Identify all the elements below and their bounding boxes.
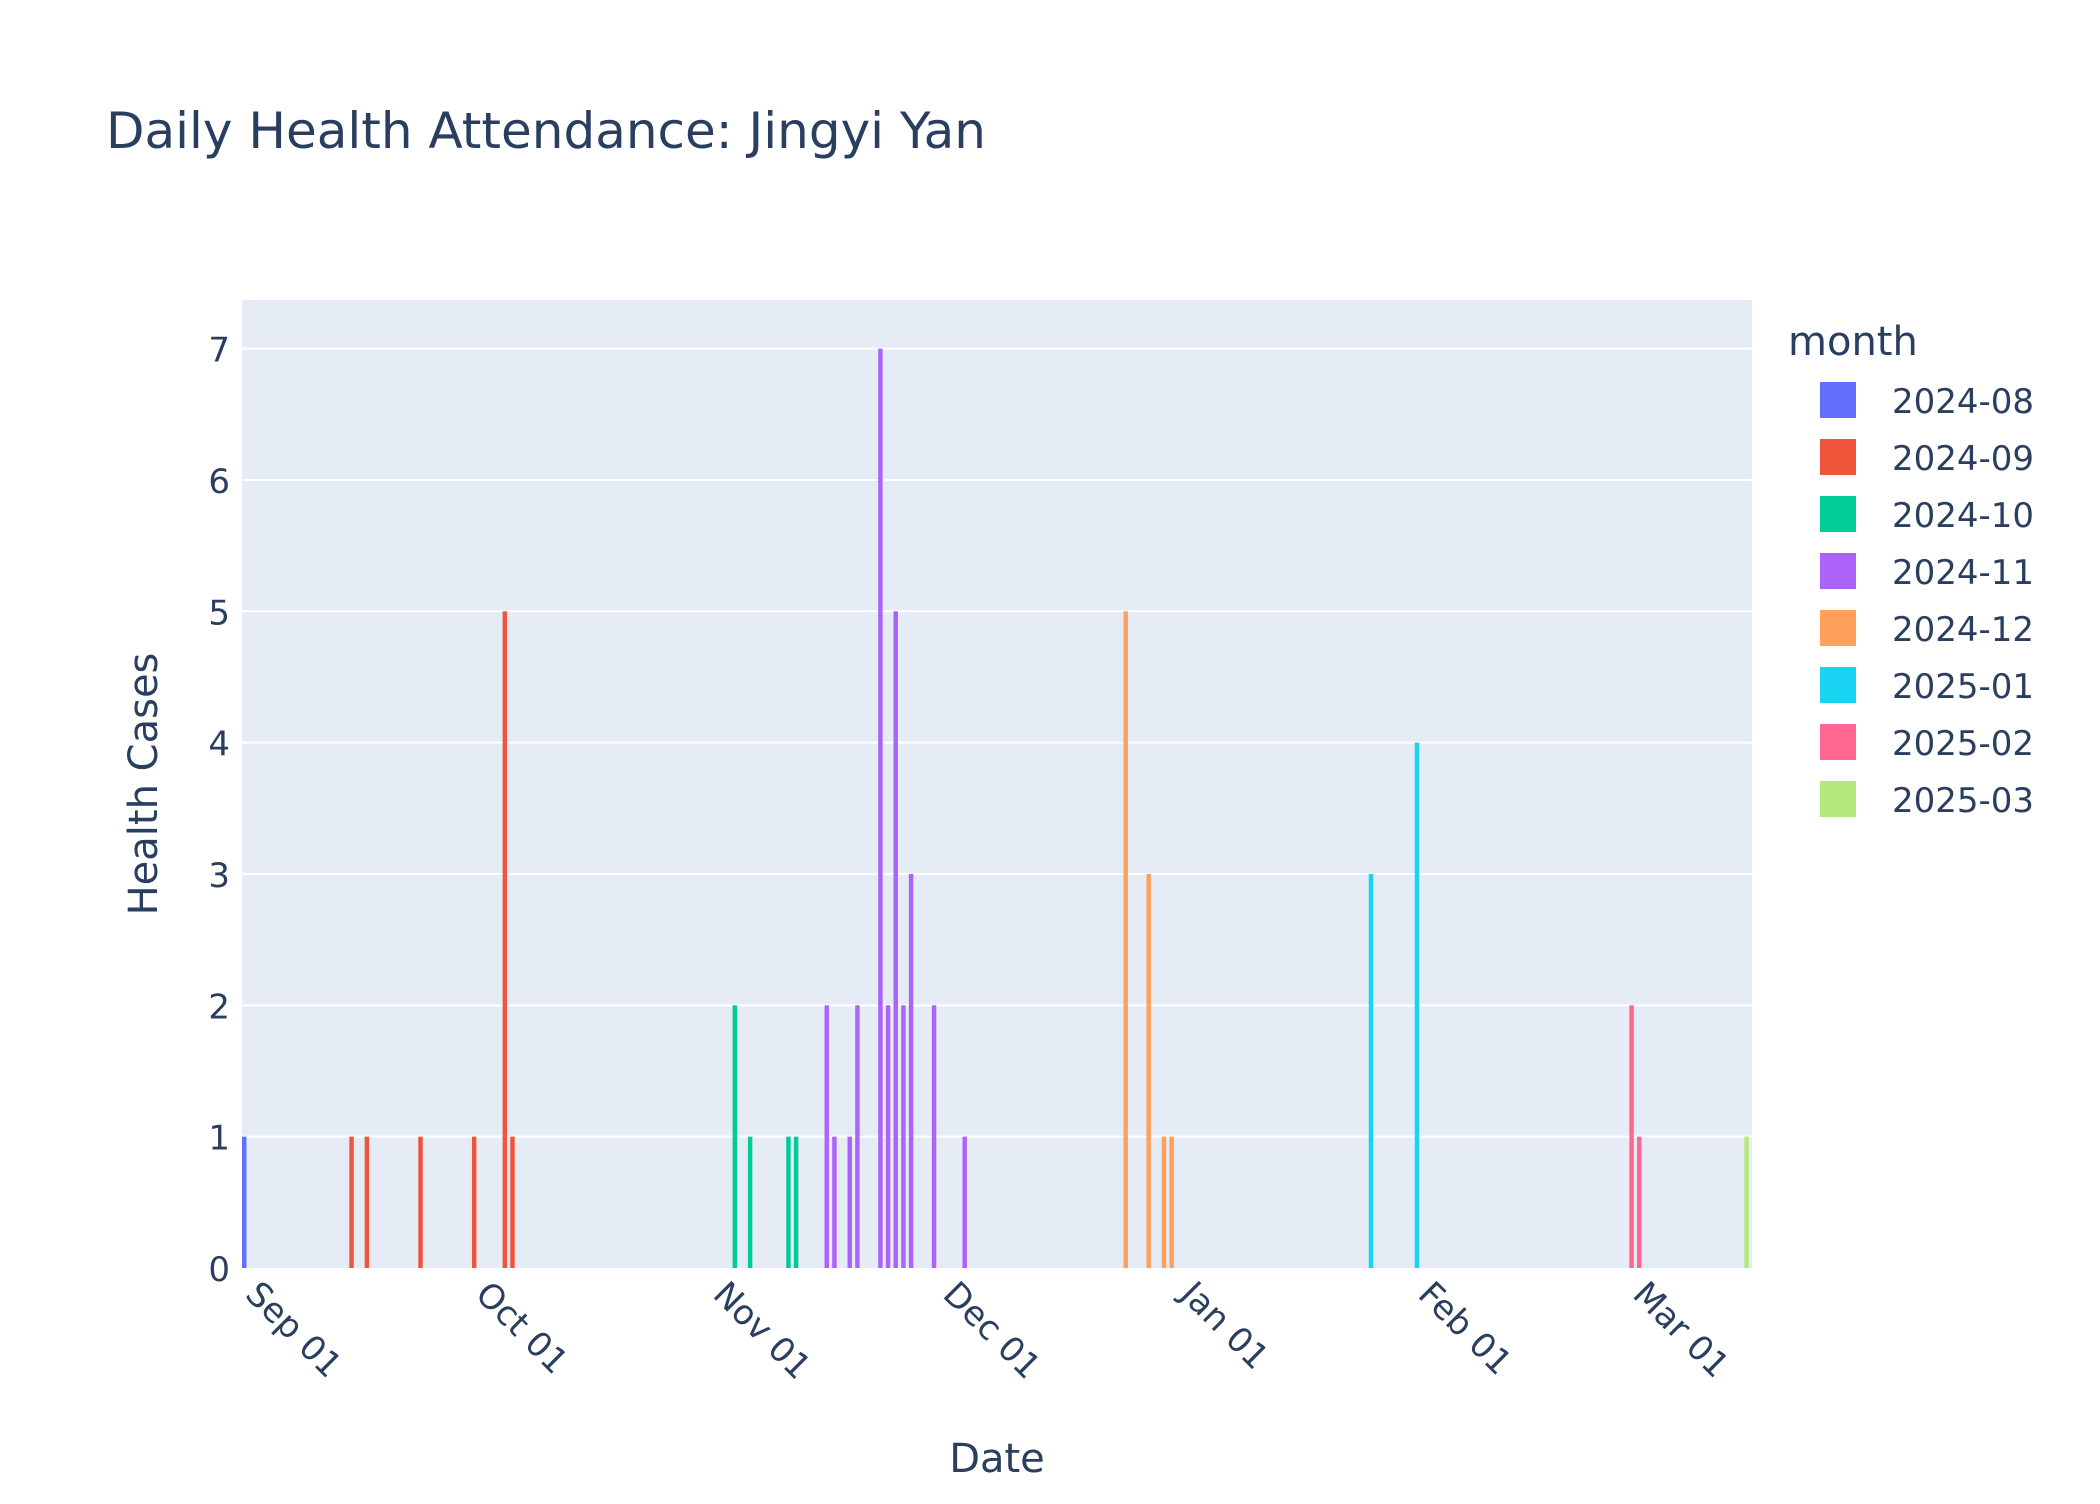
y-tick-label: 7	[208, 331, 230, 371]
legend-items: 2024-08 2024-09 2024-10 2024-11 2024-12 2025-…	[1820, 382, 2034, 821]
bar-2025-02-2025-03-01	[1637, 1136, 1642, 1268]
legend-swatch-2025-03[interactable]	[1820, 781, 1856, 817]
bar-2024-09-2024-10-05	[510, 1136, 515, 1268]
plot-area	[242, 300, 1752, 1268]
bar-2024-11-2024-11-15	[824, 1005, 829, 1268]
bar-2024-11-2024-11-23	[885, 1005, 891, 1268]
y-tick-label: 0	[208, 1250, 230, 1290]
bar-2024-08-2024-08-31	[242, 1136, 247, 1268]
x-tick-label: Dec 01	[935, 1274, 1048, 1387]
y-tick-labels: 0 1 2 3 4 5 6 7	[208, 331, 230, 1290]
bar-2024-11-2024-11-29	[931, 1005, 937, 1268]
y-tick-label: 2	[208, 987, 230, 1027]
x-axis-title: Date	[949, 1436, 1045, 1482]
bars	[242, 348, 1749, 1268]
x-tick-label: Nov 01	[705, 1274, 818, 1387]
y-tick-label: 1	[208, 1119, 230, 1159]
bar-2025-01-2025-01-31	[1414, 742, 1420, 1268]
bar-2024-11-2024-11-18	[847, 1136, 852, 1268]
legend-swatch-2025-01[interactable]	[1820, 667, 1856, 703]
bar-2024-09-2024-10-04	[502, 611, 508, 1268]
chart-title: Daily Health Attendance: Jingyi Yan	[106, 102, 986, 160]
bar-2024-12-2024-12-29	[1161, 1136, 1167, 1268]
bar-2024-11-2024-11-16	[832, 1136, 837, 1268]
bar-2024-12-2024-12-27	[1146, 873, 1151, 1268]
legend-title: month	[1788, 319, 1918, 365]
y-tick-label: 5	[208, 593, 230, 633]
bar-2024-11-2024-11-19	[855, 1005, 860, 1268]
legend-swatch-2024-12[interactable]	[1820, 610, 1856, 646]
bar-2025-03-2025-03-15	[1744, 1136, 1749, 1268]
bar-2024-11-2024-11-24	[893, 611, 898, 1268]
bar-2024-12-2024-12-30	[1169, 1136, 1174, 1268]
bar-2024-10-2024-11-11	[793, 1136, 799, 1268]
legend-swatch-2024-11[interactable]	[1820, 553, 1856, 589]
legend-label-2024-11[interactable]: 2024-11	[1892, 553, 2034, 593]
bar-2024-10-2024-11-10	[786, 1136, 791, 1268]
bar-2024-09-2024-09-23	[418, 1136, 423, 1268]
legend-swatch-2024-09[interactable]	[1820, 439, 1856, 475]
bar-2024-10-2024-11-03	[732, 1005, 738, 1268]
x-tick-label: Mar 01	[1625, 1274, 1737, 1386]
y-tick-label: 6	[208, 462, 230, 502]
legend-label-2024-09[interactable]: 2024-09	[1892, 439, 2034, 479]
bar-2024-09-2024-09-30	[471, 1136, 477, 1268]
gridlines	[242, 347, 1752, 1138]
bar-2024-12-2024-12-24	[1123, 611, 1128, 1268]
bar-2024-09-2024-09-14	[349, 1136, 354, 1268]
legend-swatch-2024-10[interactable]	[1820, 496, 1856, 532]
bar-2025-01-2025-01-25	[1368, 873, 1374, 1268]
bar-2024-11-2024-11-25	[901, 1005, 906, 1268]
legend-swatch-2025-02[interactable]	[1820, 724, 1856, 760]
legend: month 2024-08 2024-09 2024-10 2024-11 2024-1…	[1788, 319, 2034, 821]
legend-label-2024-10[interactable]: 2024-10	[1892, 496, 2034, 536]
bar-2024-09-2024-09-16	[364, 1136, 370, 1268]
bar-2024-11-2024-11-26	[908, 873, 914, 1268]
legend-swatch-2024-08[interactable]	[1820, 382, 1856, 418]
x-tick-labels: Sep 01 Oct 01 Nov 01 Dec 01 Jan 01 Feb 01 Mar …	[238, 1273, 1737, 1388]
legend-label-2024-08[interactable]: 2024-08	[1892, 382, 2034, 422]
y-tick-label: 4	[208, 725, 230, 765]
bar-2024-10-2024-11-05	[747, 1136, 753, 1268]
legend-label-2025-02[interactable]: 2025-02	[1892, 724, 2034, 764]
y-axis-title: Health Cases	[121, 653, 167, 916]
bar-2024-11-2024-12-03	[962, 1136, 967, 1268]
x-tick-label: Sep 01	[238, 1274, 350, 1386]
legend-label-2025-01[interactable]: 2025-01	[1892, 667, 2034, 707]
bar-2024-11-2024-11-22	[878, 348, 883, 1268]
x-tick-label: Jan 01	[1171, 1273, 1276, 1378]
x-tick-label: Feb 01	[1410, 1274, 1519, 1383]
legend-label-2024-12[interactable]: 2024-12	[1892, 610, 2034, 650]
x-tick-label: Oct 01	[467, 1274, 575, 1382]
legend-label-2025-03[interactable]: 2025-03	[1892, 781, 2034, 821]
y-tick-label: 3	[208, 856, 230, 896]
bar-2025-02-2025-02-28	[1629, 1005, 1634, 1268]
